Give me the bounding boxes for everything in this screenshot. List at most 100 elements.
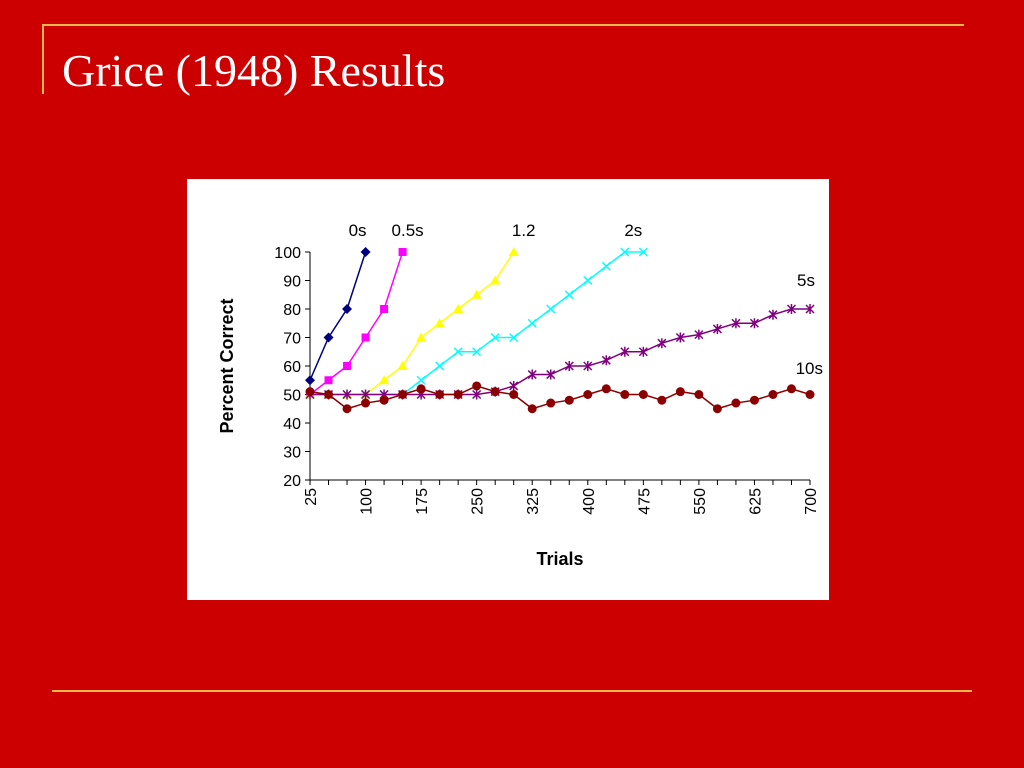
data-point	[768, 309, 778, 320]
x-tick-label: 550	[692, 488, 709, 515]
data-point	[509, 332, 519, 343]
data-point	[546, 398, 556, 408]
data-point	[657, 395, 667, 405]
data-point	[731, 398, 741, 408]
data-point	[527, 369, 537, 380]
series-5s	[305, 304, 815, 400]
chart-panel: 20 30 40 50 60 70 80 90 100 25 100 175 250 325 400 475…	[187, 179, 829, 600]
data-point	[694, 390, 704, 399]
series-0s	[305, 247, 371, 386]
data-point	[490, 275, 501, 285]
y-tick-label: 80	[283, 302, 301, 319]
data-point	[620, 247, 630, 257]
data-point	[620, 346, 630, 357]
data-point	[379, 375, 390, 385]
y-axis-title: Percent Correct	[217, 298, 237, 433]
data-point	[434, 318, 445, 328]
y-tick-label: 20	[283, 473, 301, 490]
chart-axes	[309, 252, 810, 481]
y-tick-label: 60	[283, 359, 301, 376]
series-label: 5s	[797, 271, 815, 290]
x-tick-label: 400	[581, 488, 598, 515]
data-point	[453, 304, 464, 313]
data-point	[398, 248, 407, 256]
y-ticks: 20 30 40 50 60 70 80 90 100	[274, 245, 310, 490]
data-point	[694, 329, 704, 340]
data-point	[435, 361, 445, 371]
data-point	[731, 318, 741, 329]
bottom-rule	[52, 690, 972, 692]
x-tick-label: 175	[414, 488, 431, 515]
data-point	[324, 376, 333, 385]
y-tick-label: 70	[283, 331, 301, 348]
data-point	[490, 332, 500, 343]
line-chart: 20 30 40 50 60 70 80 90 100 25 100 175 250 325 400 475…	[217, 221, 823, 569]
data-point	[564, 361, 574, 371]
series-line	[309, 385, 811, 410]
data-point	[323, 332, 334, 343]
left-rule	[42, 24, 44, 94]
data-point	[343, 362, 352, 370]
data-point	[361, 398, 371, 408]
y-tick-label: 30	[283, 445, 301, 462]
y-tick-label: 100	[274, 245, 301, 262]
series-line	[310, 308, 810, 396]
data-point	[361, 389, 371, 400]
data-point	[583, 361, 593, 371]
series-0-5s	[306, 248, 407, 399]
data-point	[397, 361, 408, 370]
data-point	[749, 395, 759, 405]
data-point	[490, 387, 500, 397]
series-label: 2s	[624, 221, 642, 240]
series-label: 0.5s	[392, 221, 424, 240]
series-label: 0s	[349, 221, 367, 240]
data-point	[380, 305, 389, 313]
y-tick-label: 40	[283, 416, 301, 433]
data-point	[786, 384, 796, 394]
data-point	[361, 333, 370, 342]
data-point	[768, 390, 778, 399]
data-point	[601, 355, 611, 366]
data-point	[638, 390, 648, 399]
data-point	[453, 390, 463, 399]
data-point	[583, 390, 593, 399]
data-point	[620, 390, 630, 399]
series-10s	[305, 381, 815, 414]
data-point	[342, 389, 352, 400]
data-point	[324, 390, 334, 399]
data-point	[342, 304, 353, 314]
data-point	[638, 346, 648, 357]
series-layer	[305, 247, 815, 414]
series-1-2	[305, 247, 519, 399]
x-tick-label: 100	[359, 488, 376, 515]
data-point	[583, 275, 593, 286]
data-point	[305, 387, 315, 397]
data-point	[546, 369, 556, 380]
data-point	[527, 404, 537, 414]
data-point	[712, 323, 722, 334]
data-point	[805, 304, 815, 314]
data-point	[509, 390, 519, 399]
data-point	[360, 247, 371, 257]
x-ticks: 25 100 175 250 325 400 475 550 625 700	[303, 480, 820, 515]
data-point	[638, 247, 648, 257]
data-point	[342, 404, 352, 414]
data-point	[749, 318, 759, 329]
data-point	[675, 332, 685, 343]
y-tick-label: 90	[283, 274, 301, 291]
data-point	[601, 384, 611, 394]
series-line	[309, 251, 404, 396]
series-line	[310, 251, 515, 396]
data-point	[416, 332, 427, 342]
y-tick-label: 50	[283, 388, 301, 405]
data-point	[564, 395, 574, 405]
x-tick-label: 475	[636, 488, 653, 515]
data-point	[786, 304, 797, 314]
x-tick-label: 250	[470, 488, 487, 515]
data-point	[453, 347, 463, 357]
data-point	[398, 390, 408, 399]
data-point	[508, 247, 519, 256]
x-tick-label: 25	[303, 488, 320, 506]
data-point	[435, 390, 445, 399]
series-label: 1.2	[512, 221, 536, 240]
